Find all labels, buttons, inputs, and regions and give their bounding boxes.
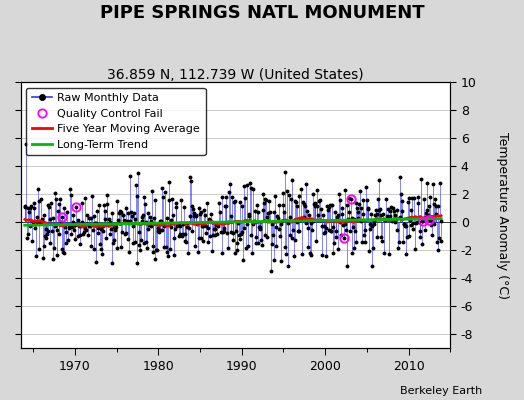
Text: PIPE SPRINGS NATL MONUMENT: PIPE SPRINGS NATL MONUMENT	[100, 4, 424, 22]
Text: Berkeley Earth: Berkeley Earth	[400, 386, 482, 396]
Title: 36.859 N, 112.739 W (United States): 36.859 N, 112.739 W (United States)	[107, 68, 364, 82]
Y-axis label: Temperature Anomaly (°C): Temperature Anomaly (°C)	[496, 132, 509, 298]
Legend: Raw Monthly Data, Quality Control Fail, Five Year Moving Average, Long-Term Tren: Raw Monthly Data, Quality Control Fail, …	[26, 88, 205, 155]
